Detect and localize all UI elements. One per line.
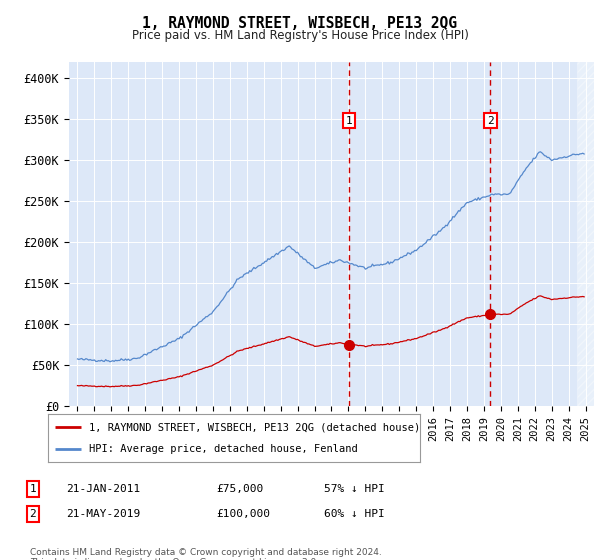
Text: 1: 1 [346, 116, 353, 125]
Text: HPI: Average price, detached house, Fenland: HPI: Average price, detached house, Fenl… [89, 444, 358, 454]
Text: £100,000: £100,000 [216, 509, 270, 519]
Text: £75,000: £75,000 [216, 484, 263, 494]
Text: 1, RAYMOND STREET, WISBECH, PE13 2QG (detached house): 1, RAYMOND STREET, WISBECH, PE13 2QG (de… [89, 422, 420, 432]
Text: 2: 2 [487, 116, 494, 125]
Text: Contains HM Land Registry data © Crown copyright and database right 2024.
This d: Contains HM Land Registry data © Crown c… [30, 548, 382, 560]
Text: 21-JAN-2011: 21-JAN-2011 [66, 484, 140, 494]
Text: 2: 2 [29, 509, 37, 519]
Text: 21-MAY-2019: 21-MAY-2019 [66, 509, 140, 519]
Text: 1, RAYMOND STREET, WISBECH, PE13 2QG: 1, RAYMOND STREET, WISBECH, PE13 2QG [143, 16, 458, 31]
Bar [577, 62, 594, 406]
Text: 60% ↓ HPI: 60% ↓ HPI [324, 509, 385, 519]
Text: 57% ↓ HPI: 57% ↓ HPI [324, 484, 385, 494]
Text: 1: 1 [29, 484, 37, 494]
Text: Price paid vs. HM Land Registry's House Price Index (HPI): Price paid vs. HM Land Registry's House … [131, 29, 469, 42]
